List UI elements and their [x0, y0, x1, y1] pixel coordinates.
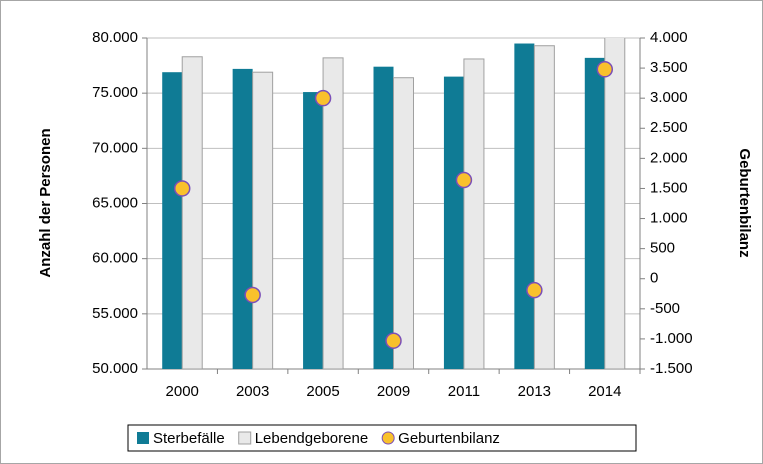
bar	[322, 57, 344, 369]
point	[385, 332, 402, 349]
point	[596, 61, 614, 78]
point	[173, 180, 191, 197]
y2-tick-label: 0	[650, 270, 658, 287]
bar	[604, 38, 626, 369]
y2-tick-label: -1.000	[650, 330, 693, 347]
y2-tick-label: 1.000	[650, 210, 688, 227]
x-tick-label: 2014	[588, 383, 621, 400]
bar	[303, 92, 324, 369]
y2-tick-label: 3.500	[650, 59, 688, 76]
bar	[181, 56, 203, 369]
y-tick-label: 60.000	[92, 250, 138, 267]
bar	[514, 43, 535, 369]
legend-marker	[238, 431, 252, 445]
y-tick-label: 70.000	[92, 139, 138, 156]
y-tick-label: 55.000	[92, 305, 138, 322]
bar	[463, 58, 485, 369]
point	[244, 286, 261, 304]
y-axis-title: Anzahl der Personen	[37, 128, 54, 277]
bar	[162, 72, 183, 369]
bar	[252, 71, 274, 369]
y2-tick-label: 4.000	[650, 29, 688, 46]
y-tick-label: 50.000	[92, 360, 138, 377]
y-tick-label: 75.000	[92, 84, 138, 101]
point	[455, 171, 473, 189]
bar	[533, 45, 555, 369]
legend-label: Geburtenbilanz	[398, 430, 500, 447]
y-tick-label: 80.000	[92, 29, 138, 46]
y2-tick-label: -500	[650, 300, 680, 317]
legend-marker	[137, 432, 149, 444]
x-tick-label: 2005	[306, 383, 339, 400]
bar	[373, 66, 394, 369]
x-tick-label: 2013	[518, 383, 551, 400]
y-tick-label: 65.000	[92, 194, 138, 211]
point	[314, 89, 332, 107]
x-tick-label: 2000	[166, 383, 199, 400]
x-tick-label: 2011	[448, 383, 480, 400]
y2-tick-label: 1.500	[650, 179, 688, 196]
y2-tick-label: 500	[650, 240, 675, 257]
y2-tick-label: 3.000	[650, 89, 688, 106]
legend-label: Lebendgeborene	[255, 430, 368, 447]
bar	[393, 77, 414, 369]
x-tick-label: 2009	[377, 383, 410, 400]
legend-marker	[381, 431, 395, 445]
x-tick-label: 2003	[236, 383, 269, 400]
legend-label: Sterbefälle	[153, 430, 225, 447]
y2-tick-label: 2.000	[650, 149, 688, 166]
point	[526, 281, 543, 299]
y2-tick-label: 2.500	[650, 119, 688, 136]
bar	[232, 68, 253, 369]
bar	[584, 57, 605, 369]
bar	[443, 76, 464, 369]
y2-tick-label: -1.500	[650, 360, 693, 377]
y2-axis-title: Geburtenbilanz	[736, 148, 753, 257]
